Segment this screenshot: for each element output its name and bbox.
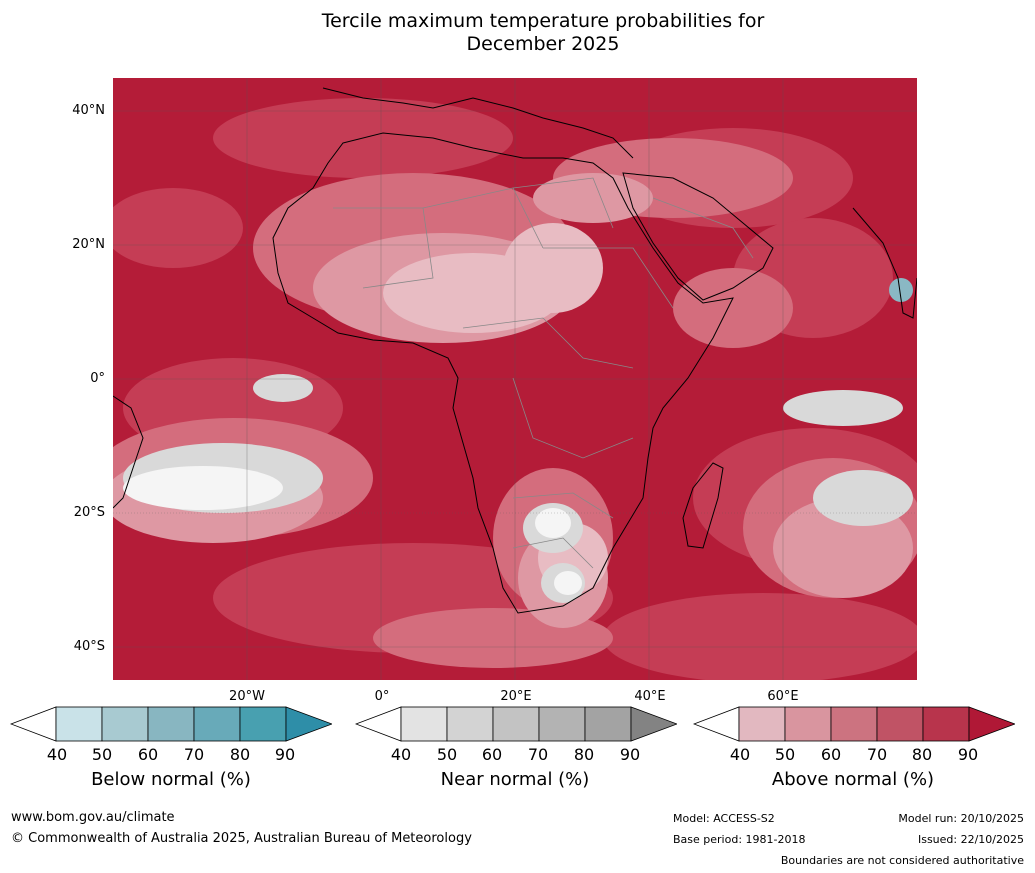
colorbar-segment <box>492 706 540 742</box>
colorbar-near-normal-svg <box>355 706 677 742</box>
title-line-2: December 2025 <box>466 33 620 55</box>
colorbar-segment <box>830 706 878 742</box>
footer-model-run: Model run: 20/10/2025 <box>898 812 1024 825</box>
footer-copyright: © Commonwealth of Australia 2025, Austra… <box>11 831 472 846</box>
colorbar-segment <box>876 706 924 742</box>
near-normal-low-regions <box>123 466 582 595</box>
madagascar-coastline <box>682 462 724 549</box>
tick-label: 80 <box>229 745 251 764</box>
lon-label-60e: 60°E <box>767 689 799 704</box>
colorbar-segment <box>738 706 786 742</box>
graticule <box>113 78 917 680</box>
colorbar-segment <box>446 706 494 742</box>
probability-map <box>113 78 917 680</box>
colorbar-extend-low <box>693 706 740 742</box>
europe-coastline <box>322 87 634 159</box>
india-coastline <box>852 207 917 319</box>
footer-disclaimer: Boundaries are not considered authoritat… <box>780 854 1024 867</box>
tick-label: 60 <box>137 745 159 764</box>
tick-label: 50 <box>436 745 458 764</box>
footer-model: Model: ACCESS-S2 <box>673 812 775 825</box>
lon-label-20e: 20°E <box>500 689 532 704</box>
tick-label: 90 <box>274 745 296 764</box>
lat-label-40n: 40°N <box>72 103 105 118</box>
map-canvas <box>113 78 917 680</box>
colorbar-segment <box>193 706 241 742</box>
colorbar-extend-low <box>355 706 402 742</box>
colorbar-above-normal-title: Above normal (%) <box>771 769 935 790</box>
colorbar-below-normal-svg <box>10 706 332 742</box>
footer-base-period: Base period: 1981-2018 <box>673 833 806 846</box>
lat-label-40s: 40°S <box>73 639 105 654</box>
colorbar-segment <box>784 706 832 742</box>
colorbar-near-normal-title: Near normal (%) <box>440 769 590 790</box>
colorbar-segment <box>922 706 970 742</box>
tick-label: 80 <box>911 745 933 764</box>
tick-label: 90 <box>957 745 979 764</box>
below-normal-regions <box>889 278 913 302</box>
lat-label-eq: 0° <box>90 371 105 386</box>
tick-label: 50 <box>91 745 113 764</box>
south-america-coastline <box>113 395 144 509</box>
lat-label-20s: 20°S <box>73 505 105 520</box>
colorbar-segment <box>584 706 632 742</box>
colorbar-segment <box>538 706 586 742</box>
arabia-coastline <box>622 172 774 301</box>
tick-label: 40 <box>729 745 751 764</box>
colorbar-segment <box>239 706 287 742</box>
africa-coastline <box>272 132 734 614</box>
tick-label: 70 <box>866 745 888 764</box>
colorbar-above-normal-svg <box>693 706 1015 742</box>
colorbar-segment <box>55 706 103 742</box>
colorbar-extend-high <box>968 706 1015 742</box>
footer-url: www.bom.gov.au/climate <box>11 810 175 825</box>
tick-label: 70 <box>183 745 205 764</box>
footer-issued: Issued: 22/10/2025 <box>917 833 1024 846</box>
tick-label: 40 <box>46 745 68 764</box>
country-borders <box>333 177 754 569</box>
lat-label-20n: 20°N <box>72 237 105 252</box>
colorbar-segment <box>101 706 149 742</box>
tick-label: 40 <box>390 745 412 764</box>
tick-label: 70 <box>527 745 549 764</box>
lon-label-20w: 20°W <box>229 689 265 704</box>
lon-label-40e: 40°E <box>634 689 666 704</box>
colorbar-segment <box>400 706 448 742</box>
colorbar-below-normal-title: Below normal (%) <box>91 769 251 790</box>
tick-label: 60 <box>820 745 842 764</box>
tick-label: 50 <box>774 745 796 764</box>
colorbar-segment <box>147 706 195 742</box>
map-title: Tercile maximum temperature probabilitie… <box>0 10 1035 56</box>
lon-label-0: 0° <box>374 689 390 704</box>
colorbar-extend-low <box>10 706 57 742</box>
tick-label: 90 <box>619 745 641 764</box>
tick-label: 80 <box>573 745 595 764</box>
colorbar-extend-high <box>285 706 332 742</box>
tick-label: 60 <box>481 745 503 764</box>
colorbar-extend-high <box>630 706 677 742</box>
title-line-1: Tercile maximum temperature probabilitie… <box>321 10 765 32</box>
coastlines <box>113 87 917 614</box>
